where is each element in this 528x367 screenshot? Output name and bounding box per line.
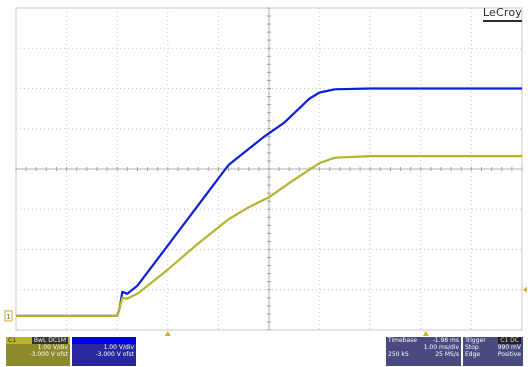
trigger-mode-row: Stop 990 mV — [463, 344, 523, 351]
trigger-mode: Stop — [465, 344, 479, 351]
channel-2-scale-row: 1.00 V/div — [72, 344, 136, 351]
timebase-delay: -1.98 ms — [432, 337, 459, 344]
markers: 1 — [4, 286, 527, 336]
timebase-scale: 1.00 ms/div — [423, 344, 459, 351]
trigger-level-marker — [523, 286, 527, 293]
traces — [16, 87, 522, 317]
trigger-level: 990 mV — [497, 344, 521, 351]
trigger-type: Edge — [465, 351, 481, 358]
timebase-samples: 250 kS — [388, 351, 409, 358]
channel-1-header: C1 BwL DC1M — [6, 337, 70, 344]
channel-2-scale: 1.00 V/div — [103, 344, 134, 351]
channel-1-panel[interactable]: C1 BwL DC1M 1.00 V/div -3.000 V ofst — [6, 337, 70, 366]
channel-2-panel[interactable]: 1.00 V/div -3.000 V ofst — [72, 337, 136, 366]
trace-c1 — [16, 155, 522, 317]
timebase-rate: 25 MS/s — [435, 351, 459, 358]
trigger-label: Trigger — [465, 337, 486, 344]
brand-logo: LeCroy — [482, 6, 522, 22]
channel-1-scale: 1.00 V/div — [37, 344, 68, 351]
channel-2-offset: -3.000 V ofst — [95, 351, 134, 358]
delay-marker — [422, 331, 429, 336]
trigger-type-row: Edge Positive — [463, 351, 523, 358]
channel-1-offset: -3.000 V ofst — [29, 351, 68, 358]
timebase-label: Timebase — [388, 337, 417, 344]
trigger-position-marker — [164, 331, 171, 336]
trigger-badge: C1 DC — [498, 337, 521, 344]
timebase-scale-row: 1.00 ms/div — [386, 344, 461, 351]
channel-1-id: C1 — [8, 337, 17, 344]
grid — [15, 7, 523, 331]
channel-1-offset-row: -3.000 V ofst — [6, 351, 70, 358]
timebase-header: Timebase -1.98 ms — [386, 337, 461, 344]
ground-marker-label: 1 — [6, 313, 10, 321]
channel-1-scale-row: 1.00 V/div — [6, 344, 70, 351]
trigger-header: Trigger C1 DC — [463, 337, 523, 344]
timebase-sample-row: 250 kS 25 MS/s — [386, 351, 461, 358]
ground-marker — [4, 310, 13, 322]
brand-text: LeCroy — [482, 6, 522, 19]
channel-1-badge: BwL DC1M — [31, 337, 68, 344]
trigger-slope: Positive — [497, 351, 521, 358]
brand-underline — [482, 20, 522, 22]
timebase-panel[interactable]: Timebase -1.98 ms 1.00 ms/div 250 kS 25 … — [386, 337, 461, 366]
channel-2-offset-row: -3.000 V ofst — [72, 351, 136, 358]
trigger-panel[interactable]: Trigger C1 DC Stop 990 mV Edge Positive — [463, 337, 523, 366]
channel-2-header — [72, 337, 136, 344]
